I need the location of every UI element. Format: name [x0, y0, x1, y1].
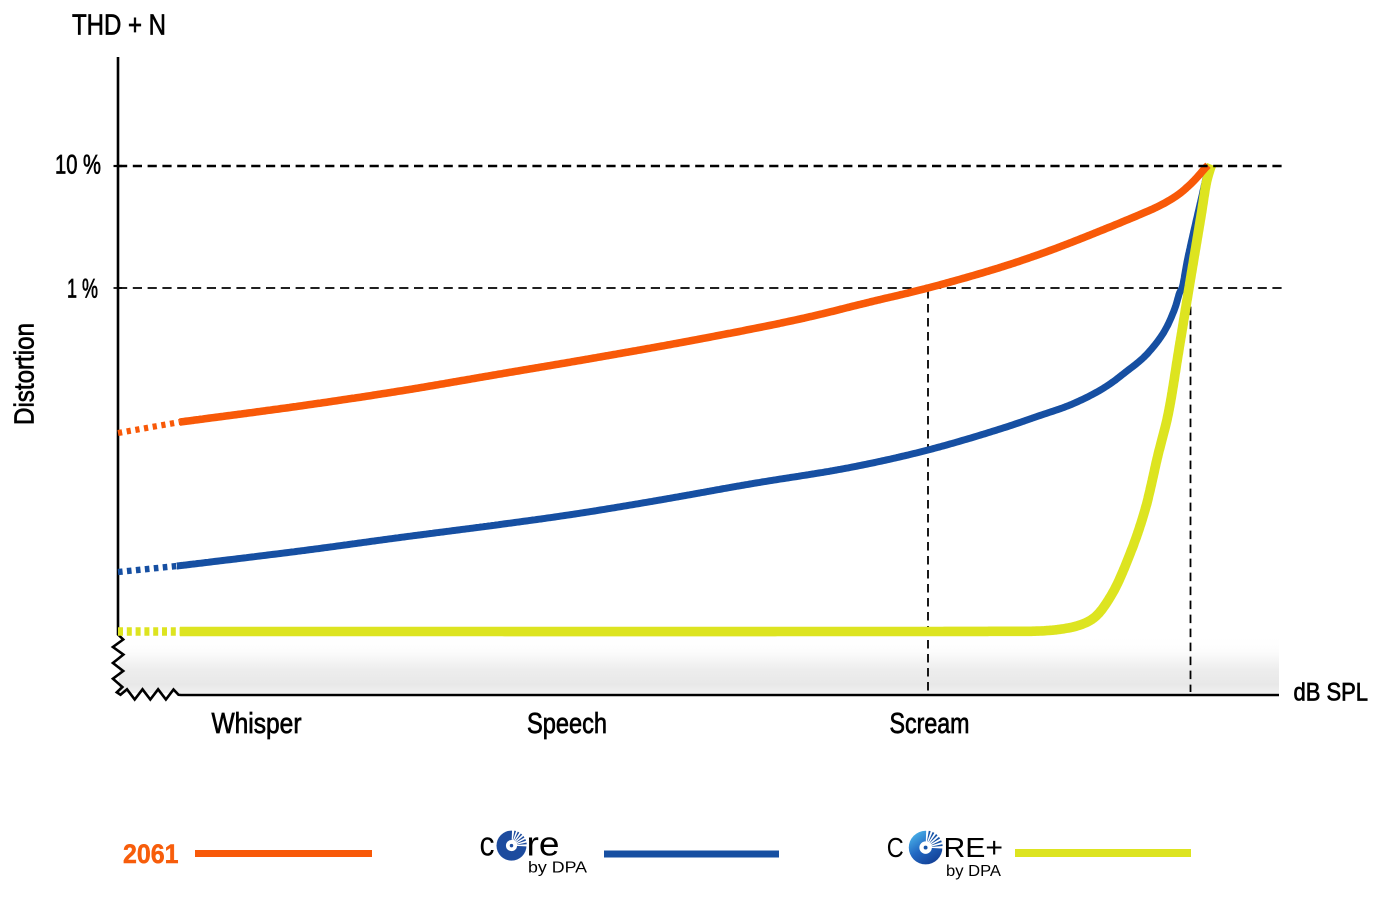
svg-text:2061: 2061 — [123, 839, 179, 869]
svg-text:Distortion: Distortion — [9, 323, 40, 425]
svg-text:Scream: Scream — [890, 708, 970, 740]
svg-text:Whisper: Whisper — [212, 708, 302, 740]
svg-text:10 %: 10 % — [55, 150, 101, 180]
svg-text:1 %: 1 % — [67, 274, 98, 304]
svg-text:by DPA: by DPA — [528, 860, 588, 877]
svg-text:c: c — [480, 826, 495, 864]
svg-text:THD + N: THD + N — [72, 10, 166, 42]
svg-text:re: re — [527, 826, 560, 864]
svg-text:by DPA: by DPA — [946, 863, 1002, 880]
svg-text:RE+: RE+ — [944, 832, 1004, 863]
svg-text:C: C — [887, 832, 904, 863]
svg-text:dB SPL: dB SPL — [1294, 679, 1369, 707]
svg-text:Speech: Speech — [527, 708, 607, 740]
